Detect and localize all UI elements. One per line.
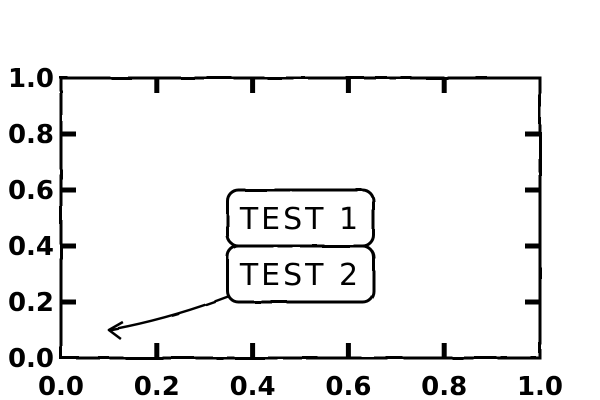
- x-tick-label: 1.0: [517, 372, 563, 400]
- x-tick-label: 0.6: [325, 372, 371, 400]
- plot-frame: [59, 76, 542, 360]
- y-tick-label: 0.2: [8, 288, 54, 318]
- annotations: TEST 1 TEST 2: [107, 188, 375, 340]
- x-tick-label: 0.8: [421, 372, 467, 400]
- x-tick-label: 0.4: [230, 372, 276, 400]
- y-axis: 0.0 0.2 0.4 0.6 0.8 1.0: [8, 64, 540, 374]
- x-tick-label: 0.0: [38, 372, 84, 400]
- annotation-label: TEST 2: [239, 258, 361, 293]
- annotation-2: TEST 2: [107, 244, 375, 340]
- annotation-box: [226, 244, 375, 304]
- annotation-arrow-head: [107, 320, 124, 340]
- y-tick-label: 0.6: [8, 176, 54, 206]
- annotation-arrow-line: [108, 294, 230, 332]
- x-axis: 0.0 0.2 0.4 0.6 0.8 1.0: [38, 78, 563, 400]
- x-tick-label: 0.2: [134, 372, 180, 400]
- y-tick-label: 0.4: [8, 232, 54, 262]
- y-tick-label: 0.8: [8, 120, 54, 150]
- y-tick-label: 0.0: [8, 344, 54, 374]
- y-tick-label: 1.0: [8, 64, 54, 94]
- annotation-1: TEST 1: [226, 188, 375, 248]
- plot-border: [59, 76, 542, 360]
- annotation-label: TEST 1: [239, 202, 361, 237]
